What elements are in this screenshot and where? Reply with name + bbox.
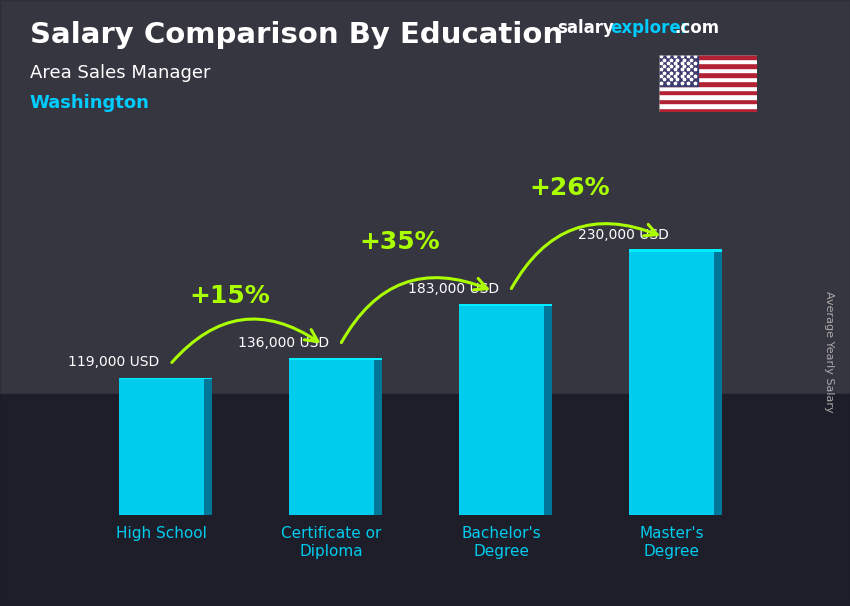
Bar [659, 68, 756, 72]
Bar [289, 359, 374, 515]
Text: +26%: +26% [530, 176, 609, 199]
Text: 230,000 USD: 230,000 USD [579, 228, 669, 242]
Bar [659, 108, 756, 112]
Text: 136,000 USD: 136,000 USD [238, 336, 330, 350]
FancyBboxPatch shape [204, 378, 212, 515]
Bar [659, 59, 756, 64]
Text: 183,000 USD: 183,000 USD [408, 282, 500, 296]
Bar [0, 394, 850, 606]
Bar [659, 77, 756, 81]
Bar [659, 64, 756, 68]
Bar [659, 72, 756, 77]
Bar [659, 103, 756, 108]
Text: Salary Comparison By Education: Salary Comparison By Education [30, 21, 563, 49]
FancyBboxPatch shape [289, 358, 382, 360]
Bar [659, 81, 756, 85]
Bar [459, 305, 544, 515]
Text: Area Sales Manager: Area Sales Manager [30, 64, 210, 82]
Text: +35%: +35% [360, 230, 439, 253]
Bar [119, 378, 204, 515]
Text: .com: .com [674, 19, 719, 38]
FancyBboxPatch shape [544, 305, 552, 515]
FancyBboxPatch shape [374, 359, 382, 515]
Text: +15%: +15% [189, 284, 269, 308]
Bar [659, 85, 756, 90]
Text: salary: salary [557, 19, 614, 38]
Bar [659, 55, 698, 85]
Text: Washington: Washington [30, 94, 150, 112]
FancyBboxPatch shape [714, 251, 722, 515]
FancyBboxPatch shape [459, 304, 552, 306]
Bar [659, 90, 756, 95]
Bar [659, 95, 756, 99]
Text: explorer: explorer [610, 19, 689, 38]
Bar [659, 55, 756, 59]
Text: 119,000 USD: 119,000 USD [68, 355, 160, 369]
FancyBboxPatch shape [629, 249, 722, 252]
FancyBboxPatch shape [119, 378, 212, 379]
Text: Average Yearly Salary: Average Yearly Salary [824, 291, 834, 412]
Bar [629, 251, 714, 515]
Bar [659, 99, 756, 103]
Bar [0, 0, 850, 394]
